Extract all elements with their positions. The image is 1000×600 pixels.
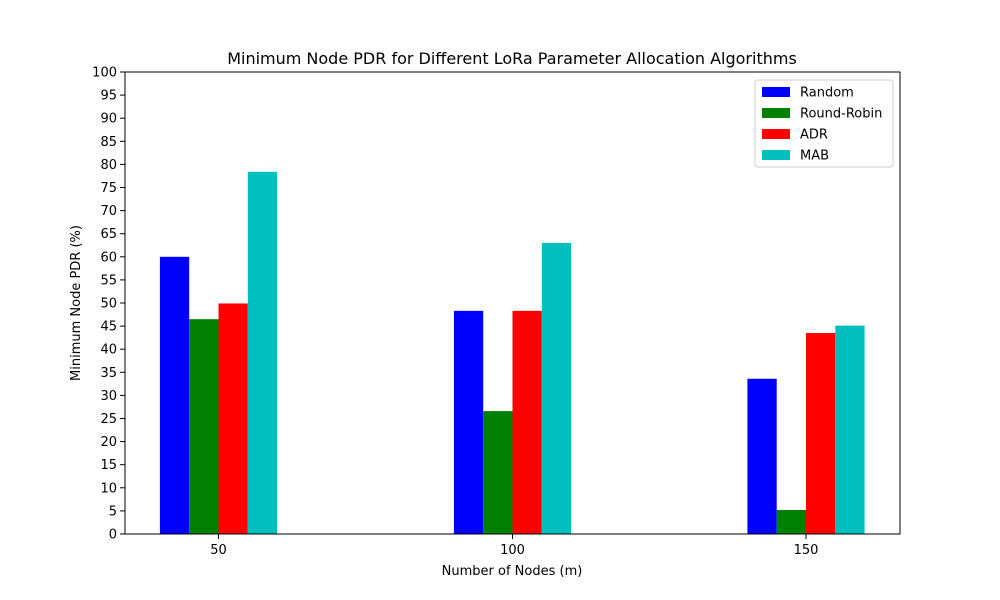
legend-swatch bbox=[762, 150, 790, 160]
x-tick-label: 50 bbox=[210, 543, 227, 558]
y-tick-label: 70 bbox=[100, 204, 117, 219]
legend: Random Round-Robin ADR MAB bbox=[754, 79, 894, 168]
chart-title: Minimum Node PDR for Different LoRa Para… bbox=[227, 49, 797, 68]
bar-round-robin-50 bbox=[189, 319, 219, 534]
x-axis: 50 100 150 bbox=[210, 534, 818, 558]
bars-layer bbox=[159, 171, 865, 535]
y-tick-label: 0 bbox=[109, 528, 117, 543]
bar-mab-150 bbox=[835, 325, 865, 534]
y-tick-label: 10 bbox=[100, 481, 117, 496]
legend-swatch bbox=[762, 108, 790, 118]
y-tick-label: 30 bbox=[100, 389, 117, 404]
bar-adr-50 bbox=[218, 303, 248, 534]
bar-random-100 bbox=[453, 310, 484, 534]
y-axis-label: Minimum Node PDR (%) bbox=[69, 225, 84, 381]
y-tick-label: 35 bbox=[100, 366, 117, 381]
bar-random-150 bbox=[747, 378, 777, 534]
bar-round-robin-100 bbox=[483, 411, 513, 534]
x-tick-label: 150 bbox=[794, 543, 819, 558]
y-tick-label: 100 bbox=[92, 66, 117, 81]
bar-random-50 bbox=[159, 256, 190, 534]
y-tick-label: 25 bbox=[100, 412, 117, 427]
y-tick-label: 75 bbox=[100, 181, 117, 196]
plot-frame bbox=[124, 71, 901, 535]
y-tick-label: 5 bbox=[109, 504, 117, 519]
y-tick-label: 40 bbox=[100, 343, 117, 358]
y-tick-label: 50 bbox=[100, 297, 117, 312]
legend-label: Round-Robin bbox=[800, 107, 882, 122]
legend-swatch bbox=[762, 87, 790, 97]
legend-frame bbox=[754, 79, 894, 168]
y-tick-label: 15 bbox=[100, 458, 117, 473]
y-tick-label: 90 bbox=[100, 112, 117, 127]
bar-adr-100 bbox=[512, 310, 542, 534]
bar-mab-50 bbox=[247, 171, 278, 535]
y-tick-label: 60 bbox=[100, 250, 117, 265]
legend-label: Random bbox=[800, 86, 854, 101]
x-tick-label: 100 bbox=[500, 543, 525, 558]
bar-mab-100 bbox=[541, 242, 572, 534]
legend-label: MAB bbox=[800, 149, 829, 164]
y-tick-label: 95 bbox=[100, 89, 117, 104]
y-axis: 0 5 10 15 20 25 30 35 40 45 50 55 60 65 70 75 80 85 90 95 10… bbox=[92, 66, 125, 543]
bar-round-robin-150 bbox=[776, 509, 806, 534]
legend-swatch bbox=[762, 129, 790, 139]
bar-adr-150 bbox=[806, 333, 836, 534]
legend-label: ADR bbox=[800, 128, 828, 143]
y-tick-label: 55 bbox=[100, 273, 117, 288]
y-tick-label: 65 bbox=[100, 227, 117, 242]
y-tick-label: 20 bbox=[100, 435, 117, 450]
x-axis-label: Number of Nodes (m) bbox=[442, 564, 583, 579]
y-tick-label: 85 bbox=[100, 135, 117, 150]
y-tick-label: 45 bbox=[100, 320, 117, 335]
y-tick-label: 80 bbox=[100, 158, 117, 173]
